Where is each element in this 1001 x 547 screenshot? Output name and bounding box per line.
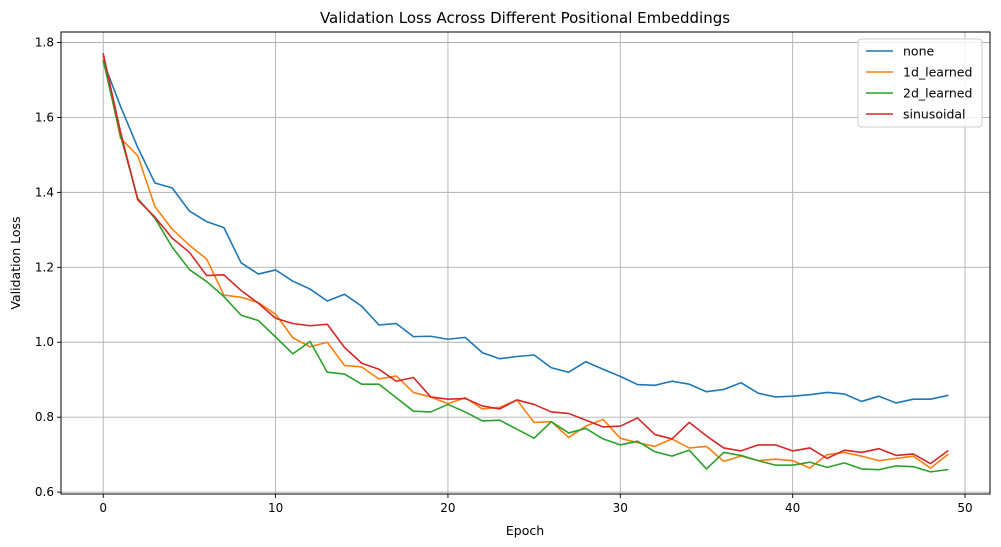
x-tick-label: 50 xyxy=(957,501,972,515)
x-tick-label: 30 xyxy=(613,501,628,515)
x-tick-label: 20 xyxy=(440,501,455,515)
plot-frame xyxy=(60,31,991,495)
series-line-sinusoidal xyxy=(102,52,949,465)
legend-box xyxy=(857,38,983,128)
chart-title: Validation Loss Across Different Positio… xyxy=(320,9,730,27)
series-line-1d-learned xyxy=(102,55,949,469)
y-axis-label: Validation Loss xyxy=(8,216,23,309)
y-tick-label: 0.6 xyxy=(35,485,54,499)
x-tick-label: 10 xyxy=(268,501,283,515)
axis-ticks: 0 10 20 30 40 50 0.6 0.8 1.0 1.2 1.4 1.6 1.8 xyxy=(35,35,973,515)
x-tick-label: 0 xyxy=(99,501,107,515)
legend-label-sinusoidal: sinusoidal xyxy=(903,107,966,122)
legend-label-2d-learned: 2d_learned xyxy=(903,86,972,101)
y-tick-label: 1.0 xyxy=(35,335,54,349)
grid xyxy=(61,32,990,494)
series-line-2d-learned xyxy=(102,59,949,473)
y-tick-label: 0.8 xyxy=(35,410,54,424)
legend-label-1d-learned: 1d_learned xyxy=(903,65,972,80)
series-lines xyxy=(102,52,949,473)
x-tick-label: 40 xyxy=(785,501,800,515)
legend: none 1d_learned 2d_learned sinusoidal xyxy=(857,38,983,128)
y-tick-label: 1.2 xyxy=(35,260,54,274)
y-tick-label: 1.6 xyxy=(35,110,54,124)
series-line-none xyxy=(102,60,949,404)
y-tick-label: 1.8 xyxy=(35,35,54,49)
y-tick-label: 1.4 xyxy=(35,185,54,199)
x-axis-label: Epoch xyxy=(506,523,544,538)
legend-label-none: none xyxy=(903,44,934,59)
